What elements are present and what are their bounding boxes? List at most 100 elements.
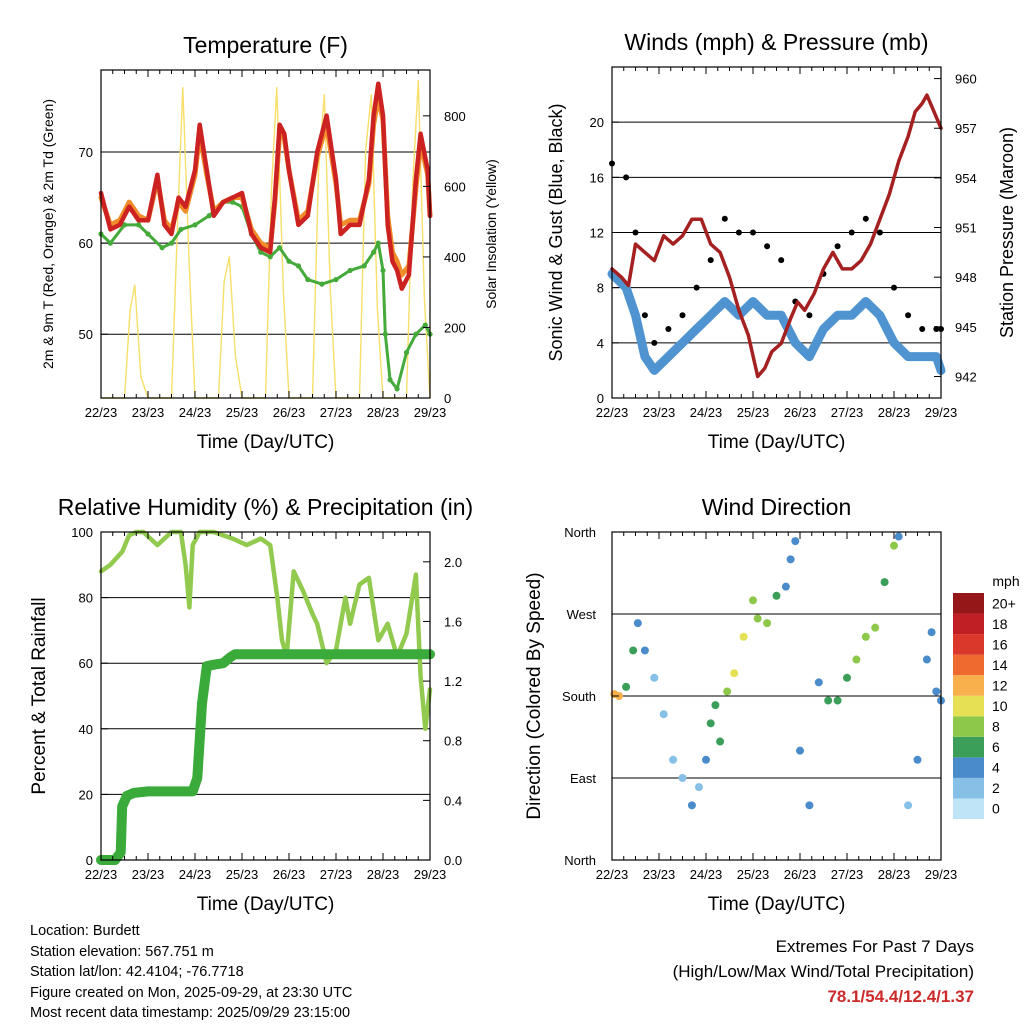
wind-point [665, 353, 672, 360]
x-tick-label: 25/23 [737, 867, 770, 882]
colorbar-swatch [953, 757, 984, 778]
x-tick-label: 22/23 [596, 867, 629, 882]
colorbar-swatch [953, 716, 984, 737]
y2-tick-label: 800 [444, 109, 466, 124]
series-relative-humidity [98, 529, 433, 732]
chart-4 [610, 532, 945, 810]
wind-point [641, 353, 648, 360]
y2-tick-label: 960 [955, 72, 977, 87]
y-tick-label: 8 [597, 281, 604, 296]
direction-point [861, 632, 870, 641]
y2-tick-label: 0.8 [444, 734, 462, 749]
direction-point [706, 719, 715, 728]
y2-tick-label: 600 [444, 179, 466, 194]
direction-point [711, 701, 720, 710]
gust-point [721, 215, 728, 222]
wind-point [834, 312, 841, 319]
direction-point [650, 673, 659, 682]
x-tick-label: 28/23 [878, 867, 911, 882]
x-tick-label: 25/23 [226, 405, 259, 420]
direction-point [633, 619, 642, 628]
y2-tick-label: 0.0 [444, 853, 462, 868]
x-tick-label: 28/23 [367, 405, 400, 420]
series-gust [609, 160, 944, 346]
direction-point [687, 801, 696, 810]
colorbar-swatch [953, 675, 984, 696]
wind-point [891, 339, 897, 346]
axes-4 [611, 531, 942, 861]
colorbar-label: 6 [992, 739, 1000, 755]
direction-point [678, 774, 687, 782]
colorbar-title: mph [992, 573, 1019, 589]
gust-point [632, 229, 639, 236]
y2-tick-label: 0 [444, 391, 451, 406]
gust-point [735, 229, 742, 236]
gust-point [707, 257, 714, 264]
y-tick-label: 40 [79, 722, 93, 737]
series-wind-band [607, 269, 946, 375]
y-axis-label: 2m & 9m T (Red, Orange) & 2m Td (Green) [40, 99, 56, 369]
x-tick-label: 22/23 [85, 867, 118, 882]
wind-point [632, 312, 639, 319]
series-2m-temperature [98, 81, 433, 291]
wind-point [707, 312, 714, 319]
y-tick-label: 20 [79, 787, 93, 802]
extremes-values: 78.1/54.4/12.4/1.37 [827, 987, 974, 1006]
direction-point [796, 746, 804, 755]
direction-point [753, 614, 762, 623]
recent-timestamp-text: Most recent data timestamp: 2025/09/29 2… [30, 1005, 351, 1022]
colorbar-swatch [953, 634, 984, 655]
x-tick-label: 26/23 [784, 405, 817, 420]
wind-point [750, 298, 756, 305]
y-tick-label: East [570, 771, 596, 786]
direction-point [833, 696, 842, 705]
y-tick-label: 16 [590, 170, 604, 185]
y-tick-label: 50 [79, 327, 93, 342]
wind-point [862, 298, 869, 305]
chart-title: Wind Direction [702, 494, 852, 520]
wind-point [905, 353, 912, 360]
direction-point [922, 655, 931, 664]
direction-point [843, 673, 851, 682]
direction-point [749, 596, 757, 605]
x-tick-label: 24/23 [179, 867, 212, 882]
y-tick-label: North [564, 853, 596, 868]
gust-point [641, 312, 648, 319]
y2-axis-label: Solar Insolation (Yellow) [483, 159, 499, 309]
colorbar-label: 4 [992, 760, 1000, 776]
gust-point [679, 312, 686, 319]
gust-point [651, 339, 658, 346]
direction-point [791, 537, 800, 546]
chart-3 [96, 529, 435, 865]
series-wind-direction [610, 532, 945, 810]
x-tick-label: 29/23 [414, 405, 447, 420]
direction-point [622, 682, 631, 691]
colorbar-swatch [953, 654, 984, 676]
axes-3 [100, 531, 431, 861]
gust-point [623, 174, 630, 181]
wind-point [721, 298, 728, 305]
colorbar-label: 20+ [992, 595, 1016, 611]
plot-frame [100, 531, 431, 861]
y-tick-label: 100 [71, 525, 93, 540]
extremes-subtitle: (High/Low/Max Wind/Total Precipitation) [672, 962, 974, 981]
gust-point [891, 284, 897, 291]
y2-tick-label: 945 [955, 320, 977, 335]
gust-point [919, 326, 926, 333]
y2-tick-label: 942 [955, 369, 977, 384]
wind-point [806, 353, 813, 360]
x-tick-label: 23/23 [643, 867, 676, 882]
direction-point [640, 646, 649, 655]
chart-title: Temperature (F) [183, 32, 348, 58]
direction-point [894, 532, 903, 541]
y2-tick-label: 1.6 [444, 614, 462, 629]
wind-point [933, 353, 940, 360]
extremes-title: Extremes For Past 7 Days [775, 937, 974, 956]
chart-1 [98, 79, 433, 399]
y2-tick-label: 954 [955, 171, 977, 186]
direction-point [890, 541, 898, 550]
direction-point [871, 623, 880, 632]
wind-point [679, 339, 686, 346]
wind-point [820, 326, 827, 333]
